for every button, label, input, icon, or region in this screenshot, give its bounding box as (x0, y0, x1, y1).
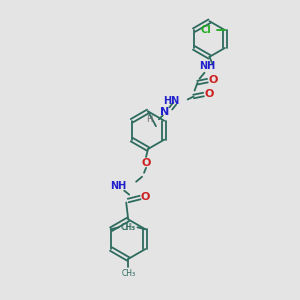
Text: CH₃: CH₃ (122, 223, 136, 232)
Text: O: O (141, 158, 151, 168)
Text: O: O (209, 75, 218, 85)
Text: O: O (205, 88, 214, 98)
Text: Cl: Cl (200, 25, 211, 35)
Text: NH: NH (199, 61, 216, 71)
Text: CH₃: CH₃ (121, 223, 135, 232)
Text: O: O (140, 192, 150, 202)
Text: HN: HN (164, 97, 180, 106)
Text: NH: NH (110, 181, 126, 191)
Text: H: H (146, 115, 152, 124)
Text: CH₃: CH₃ (121, 269, 135, 278)
Text: N: N (160, 107, 170, 117)
